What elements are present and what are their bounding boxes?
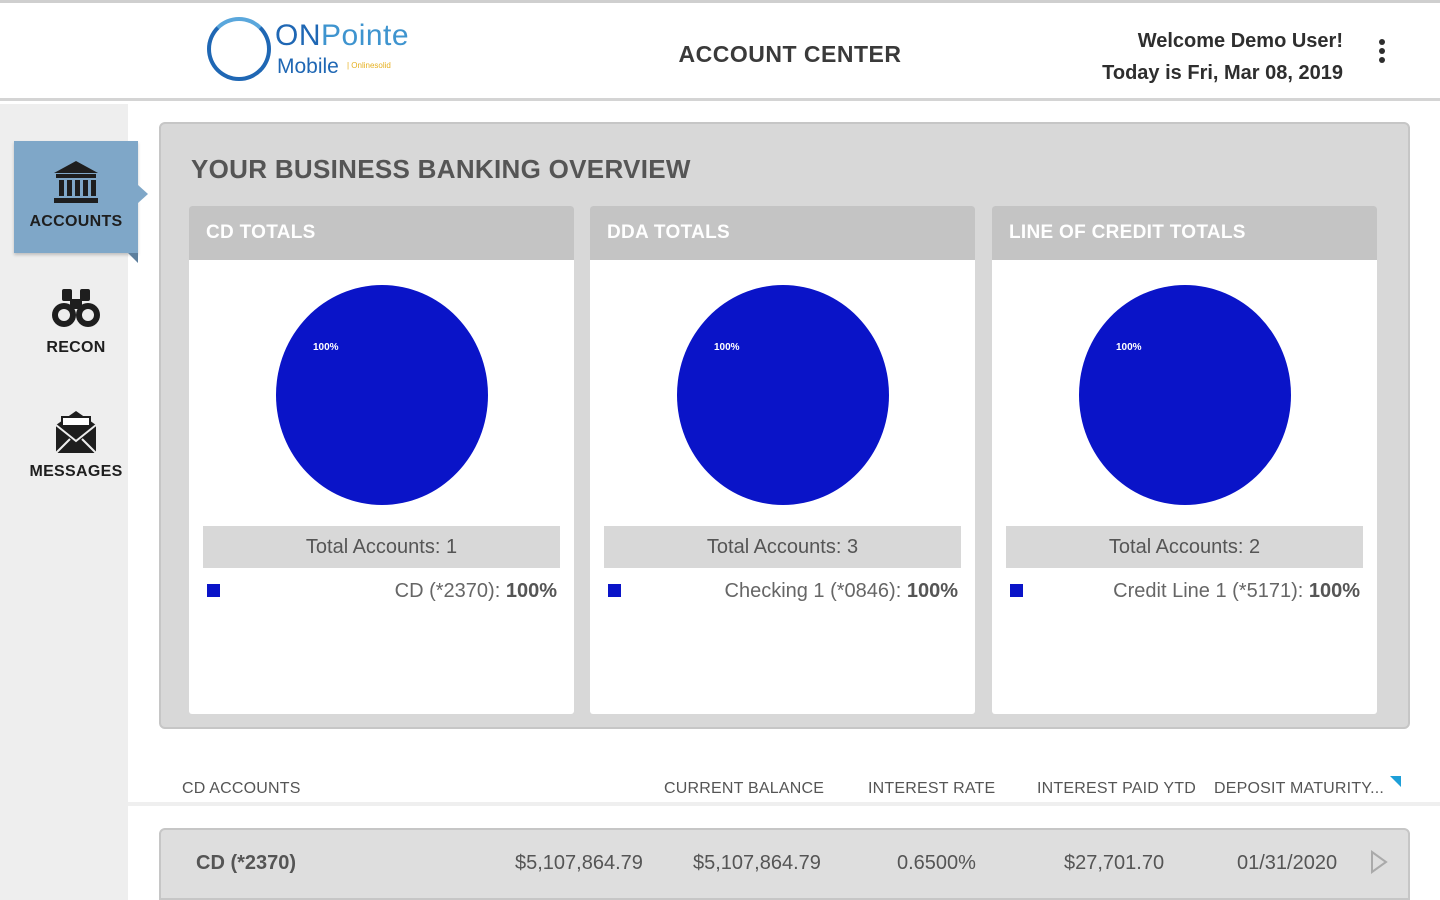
cell-interest-rate: 0.6500% xyxy=(897,852,976,874)
sidebar-item-accounts[interactable]: ACCOUNTS xyxy=(14,141,148,263)
legend-item: Checking 1 (*0846): 100% xyxy=(608,580,958,604)
logo-tagline: | Onlinesolid xyxy=(347,61,391,70)
line-of-credit-totals-card: LINE OF CREDIT TOTALS 100% Total Account… xyxy=(992,206,1377,714)
column-header-current-balance[interactable]: CURRENT BALANCE xyxy=(664,780,825,797)
legend-swatch xyxy=(207,584,220,597)
pie-data-label: 100% xyxy=(714,342,740,353)
sidebar-item-label: MESSAGES xyxy=(29,463,123,480)
legend-swatch xyxy=(608,584,621,597)
sidebar-item-messages[interactable]: MESSAGES xyxy=(14,391,138,503)
top-border xyxy=(0,0,1440,3)
overview-title: YOUR BUSINESS BANKING OVERVIEW xyxy=(191,154,691,184)
cell-deposit-maturity: 01/31/2020 xyxy=(1237,852,1338,874)
envelope-icon xyxy=(55,411,97,454)
legend-swatch xyxy=(1010,584,1023,597)
logo-mobile-text: Mobile xyxy=(277,55,339,78)
logo-wordmark: ONPointe xyxy=(275,19,410,52)
column-header-interest-paid-ytd[interactable]: INTEREST PAID YTD xyxy=(1037,780,1196,797)
legend-item: Credit Line 1 (*5171): 100% xyxy=(1010,580,1360,604)
total-accounts: Total Accounts: 2 xyxy=(1006,526,1363,568)
sort-indicator-icon[interactable] xyxy=(1390,776,1401,787)
pie-slice xyxy=(677,285,889,505)
current-date: Today is Fri, Mar 08, 2019 xyxy=(1102,62,1343,84)
dda-pie-chart: 100% xyxy=(677,285,889,505)
pie-slice xyxy=(1079,285,1291,505)
cd-totals-card: CD TOTALS 100% Total Accounts: 1 CD (*23… xyxy=(189,206,574,714)
cell-amount: $5,107,864.79 xyxy=(515,852,643,874)
pie-slice xyxy=(276,285,488,505)
page-title: ACCOUNT CENTER xyxy=(678,41,902,67)
cd-pie-chart: 100% xyxy=(276,285,488,505)
column-header-cd-accounts[interactable]: CD ACCOUNTS xyxy=(182,780,301,797)
welcome-message: Welcome Demo User! xyxy=(1137,30,1343,52)
logo-ring-icon xyxy=(207,17,271,81)
card-title: LINE OF CREDIT TOTALS xyxy=(992,206,1377,260)
pie-data-label: 100% xyxy=(1116,342,1142,353)
table-row[interactable]: CD (*2370) $5,107,864.79 $5,107,864.79 0… xyxy=(159,828,1410,900)
card-title: DDA TOTALS xyxy=(590,206,975,260)
app-header: ONPointe Mobile | Onlinesolid ACCOUNT CE… xyxy=(0,3,1440,101)
pie-data-label: 100% xyxy=(313,342,339,353)
row-detail-arrow-icon[interactable] xyxy=(1369,850,1389,874)
column-header-deposit-maturity[interactable]: DEPOSIT MATURITY... xyxy=(1214,780,1385,797)
sidebar-item-label: RECON xyxy=(46,339,106,356)
legend-label: Checking 1 (*0846): 100% xyxy=(724,580,959,602)
legend-label: CD (*2370): 100% xyxy=(394,580,557,602)
welcome-block: Welcome Demo User! Today is Fri, Mar 08,… xyxy=(1102,25,1343,89)
loc-pie-chart: 100% xyxy=(1079,285,1291,505)
onpointe-logo[interactable]: ONPointe Mobile | Onlinesolid xyxy=(207,17,427,87)
sidebar-item-recon[interactable]: RECON xyxy=(14,267,138,379)
cell-interest-paid-ytd: $27,701.70 xyxy=(1064,852,1165,874)
legend-item: CD (*2370): 100% xyxy=(207,580,557,604)
total-accounts: Total Accounts: 3 xyxy=(604,526,961,568)
bank-icon xyxy=(54,161,98,203)
cell-account: CD (*2370) xyxy=(196,852,297,874)
binoculars-icon xyxy=(52,289,100,327)
sidebar: ACCOUNTS RECON MESSAGES xyxy=(0,104,148,900)
dda-totals-card: DDA TOTALS 100% Total Accounts: 3 Checki… xyxy=(590,206,975,714)
legend-label: Credit Line 1 (*5171): 100% xyxy=(1113,580,1360,602)
column-header-interest-rate[interactable]: INTEREST RATE xyxy=(868,780,996,797)
total-accounts: Total Accounts: 1 xyxy=(203,526,560,568)
cd-accounts-table-header: CD ACCOUNTS CURRENT BALANCE INTEREST RAT… xyxy=(128,776,1440,806)
card-title: CD TOTALS xyxy=(189,206,574,260)
cell-current-balance: $5,107,864.79 xyxy=(693,852,821,874)
banking-overview-panel: YOUR BUSINESS BANKING OVERVIEW CD TOTALS… xyxy=(159,122,1410,729)
overflow-menu-icon[interactable] xyxy=(1374,39,1390,69)
sidebar-item-label: ACCOUNTS xyxy=(29,213,123,230)
